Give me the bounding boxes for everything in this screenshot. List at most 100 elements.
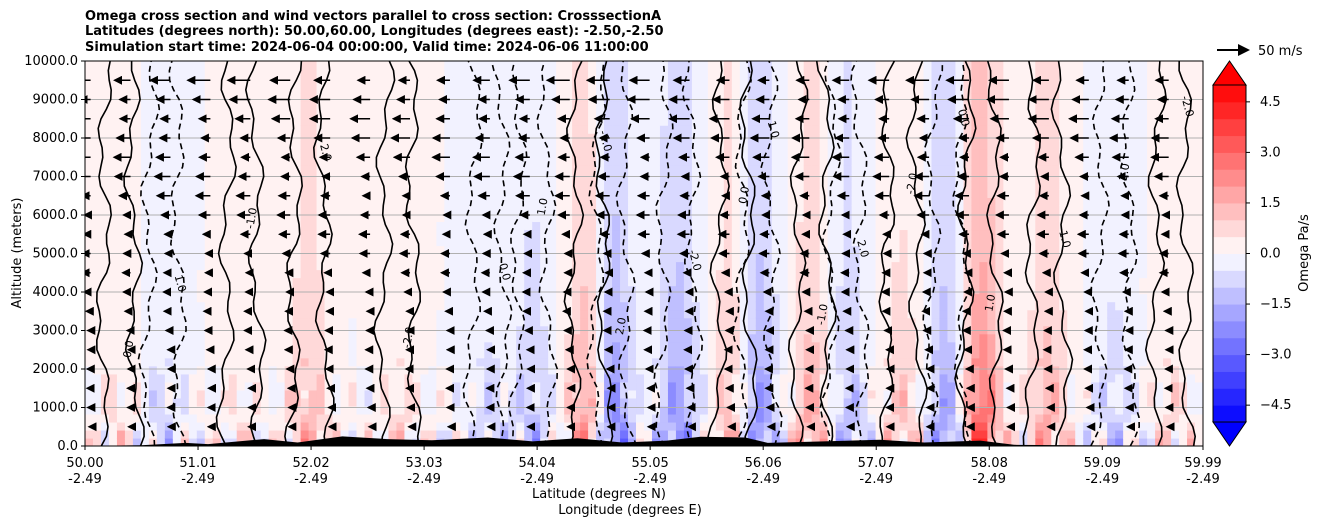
- omega-cell: [612, 405, 621, 415]
- omega-cell: [260, 301, 270, 311]
- omega-cell: [372, 245, 382, 255]
- omega-cell: [524, 85, 533, 94]
- omega-cell: [164, 85, 174, 94]
- omega-cell: [116, 213, 126, 223]
- omega-cell: [707, 157, 717, 166]
- omega-cell: [675, 221, 685, 231]
- omega-cell: [659, 413, 669, 423]
- omega-cell: [116, 349, 126, 359]
- omega-cell: [396, 349, 406, 359]
- omega-cell: [180, 221, 190, 231]
- omega-cell: [444, 237, 453, 247]
- omega-cell: [891, 93, 901, 102]
- omega-cell: [564, 125, 573, 134]
- omega-cell: [172, 149, 182, 158]
- omega-cell: [364, 189, 374, 198]
- omega-cell: [468, 333, 477, 343]
- omega-cell: [883, 189, 893, 198]
- omega-cell: [156, 341, 166, 351]
- omega-cell: [228, 421, 238, 431]
- omega-cell: [164, 77, 174, 86]
- omega-cell: [316, 269, 326, 279]
- omega-cell: [100, 413, 110, 423]
- omega-cell: [324, 109, 334, 118]
- omega-cell: [779, 269, 789, 279]
- omega-cell: [524, 141, 533, 150]
- omega-cell: [364, 117, 374, 126]
- omega-cell: [795, 341, 805, 351]
- omega-cell: [212, 349, 222, 359]
- omega-cell: [196, 389, 206, 399]
- omega-cell: [356, 269, 366, 279]
- omega-cell: [548, 269, 557, 279]
- omega-cell: [108, 269, 118, 279]
- omega-cell: [604, 301, 613, 311]
- omega-cell: [524, 189, 533, 198]
- omega-cell: [779, 397, 789, 407]
- omega-cell: [636, 421, 645, 431]
- omega-cell: [548, 141, 557, 150]
- omega-cell: [252, 213, 262, 223]
- omega-cell: [244, 261, 254, 271]
- omega-cell: [244, 141, 254, 150]
- omega-cell: [516, 221, 525, 231]
- omega-cell: [100, 205, 110, 214]
- omega-cell: [308, 397, 318, 407]
- omega-cell: [859, 301, 869, 311]
- omega-cell: [612, 349, 621, 359]
- omega-cell: [100, 77, 110, 86]
- omega-cell: [108, 85, 118, 94]
- omega-cell: [268, 405, 278, 415]
- omega-cell: [867, 157, 877, 166]
- omega-cell: [100, 381, 110, 391]
- omega-cell: [795, 261, 805, 271]
- omega-cell: [843, 149, 853, 158]
- omega-cell: [715, 285, 725, 295]
- omega-cell: [795, 421, 805, 431]
- omega-cell: [236, 373, 246, 383]
- omega-cell: [707, 325, 717, 335]
- omega-cell: [316, 325, 326, 335]
- omega-cell: [156, 397, 166, 407]
- omega-cell: [875, 93, 885, 102]
- omega-cell: [468, 325, 477, 335]
- omega-cell: [572, 165, 581, 174]
- omega-cell: [588, 117, 597, 126]
- omega-cell: [588, 341, 597, 351]
- omega-cell: [564, 269, 573, 279]
- omega-cell: [667, 349, 677, 359]
- omega-cell: [324, 117, 334, 126]
- omega-cell: [316, 389, 326, 399]
- omega-cell: [628, 413, 637, 423]
- omega-cell: [723, 333, 733, 343]
- omega-cell: [244, 93, 254, 102]
- omega-cell: [420, 381, 429, 391]
- omega-cell: [388, 125, 398, 134]
- omega-cell: [891, 261, 901, 271]
- omega-cell: [612, 397, 621, 407]
- omega-cell: [412, 157, 421, 166]
- omega-cell: [787, 317, 797, 327]
- omega-cell: [612, 341, 621, 351]
- omega-cell: [204, 365, 214, 375]
- omega-cell: [620, 157, 629, 166]
- omega-cell: [620, 349, 629, 359]
- omega-cell: [723, 413, 733, 423]
- omega-cell: [484, 157, 493, 166]
- omega-cell: [172, 189, 182, 198]
- omega-cell: [691, 205, 701, 214]
- omega-cell: [276, 341, 286, 351]
- omega-cell: [540, 157, 549, 166]
- omega-cell: [835, 61, 845, 70]
- omega-cell: [859, 421, 869, 431]
- omega-cell: [332, 373, 342, 383]
- omega-cell: [212, 189, 222, 198]
- omega-cell: [675, 365, 685, 375]
- omega-cell: [532, 133, 541, 142]
- omega-cell: [100, 61, 110, 70]
- omega-cell: [683, 165, 693, 174]
- omega-cell: [468, 221, 477, 231]
- omega-cell: [140, 141, 150, 150]
- omega-cell: [667, 429, 677, 439]
- omega-cell: [899, 277, 909, 287]
